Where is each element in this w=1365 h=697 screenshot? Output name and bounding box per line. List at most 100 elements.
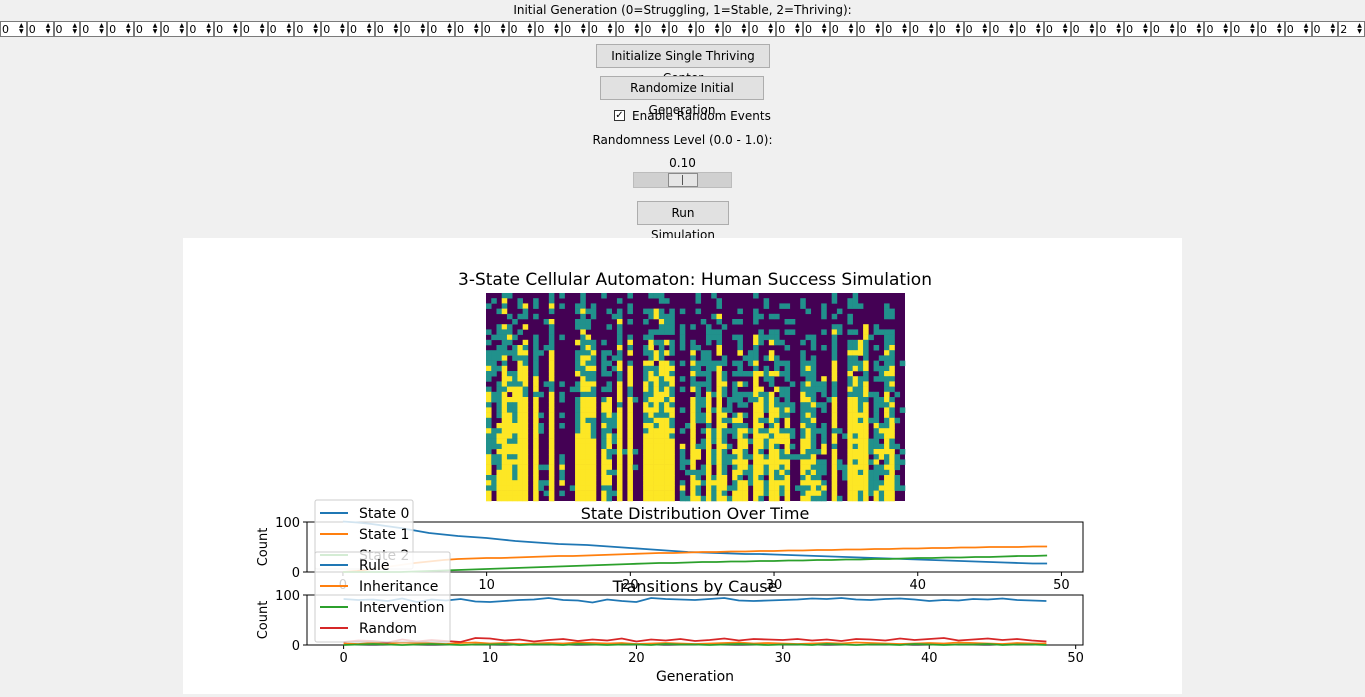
initial-cell-spinbox[interactable]: 0 ▲ ▼ [642,21,670,37]
spin-arrows-icon[interactable]: ▲ ▼ [661,22,666,35]
initial-cell-spinbox[interactable]: 0 ▲ ▼ [160,21,188,37]
spin-arrows-icon[interactable]: ▲ ▼ [1116,22,1121,35]
randomize-initial-button[interactable]: Randomize Initial Generation [600,76,764,117]
spin-arrows-icon[interactable]: ▲ ▼ [875,22,881,35]
spin-arrows-icon[interactable]: ▲ ▼ [902,22,907,35]
spin-arrows-icon[interactable]: ▲ ▼ [768,22,774,35]
spin-arrows-icon[interactable]: ▲ ▼ [72,22,78,35]
spin-arrows-icon[interactable]: ▲ ▼ [634,22,640,35]
spin-arrows-icon[interactable]: ▲ ▼ [473,22,479,35]
initial-cell-spinbox[interactable]: 0 ▲ ▼ [107,21,134,37]
spin-arrows-icon[interactable]: ▲ ▼ [688,22,693,35]
randomness-slider[interactable] [633,172,732,188]
initial-cell-spinbox[interactable]: 0 ▲ ▼ [910,21,937,37]
spin-arrows-icon[interactable]: ▲ ▼ [447,22,452,35]
initial-cell-spinbox[interactable]: 2 ▲ ▼ [1338,21,1365,37]
initial-cell-spinbox[interactable]: 0 ▲ ▼ [347,21,375,37]
initial-cell-spinbox[interactable]: 0 ▲ ▼ [187,21,215,37]
initial-cell-spinbox[interactable]: 0 ▲ ▼ [294,21,322,37]
spin-arrows-icon[interactable]: ▲ ▼ [1143,22,1148,35]
spin-arrows-icon[interactable]: ▲ ▼ [1330,22,1336,35]
spin-arrows-icon[interactable]: ▲ ▼ [928,22,934,35]
spin-arrows-icon[interactable]: ▲ ▼ [313,22,318,35]
initial-cell-spinbox[interactable]: 0 ▲ ▼ [240,21,268,37]
initial-cell-spinbox[interactable]: 0 ▲ ▼ [1043,21,1071,37]
spin-arrows-icon[interactable]: ▲ ▼ [152,22,158,35]
spin-arrows-icon[interactable]: ▲ ▼ [955,22,961,35]
initial-cell-spinbox[interactable]: 0 ▲ ▼ [267,21,295,37]
spin-arrows-icon[interactable]: ▲ ▼ [1089,22,1095,35]
initial-cell-spinbox[interactable]: 0 ▲ ▼ [722,21,750,37]
spin-arrows-icon[interactable]: ▲ ▼ [1169,22,1175,35]
spin-arrows-icon[interactable]: ▲ ▼ [340,22,345,35]
spin-arrows-icon[interactable]: ▲ ▼ [527,22,533,35]
initial-cell-spinbox[interactable]: 0 ▲ ▼ [508,21,536,37]
initial-cell-spinbox[interactable]: 0 ▲ ▼ [26,21,54,37]
spin-arrows-icon[interactable]: ▲ ▼ [848,22,854,35]
init-single-thriving-button[interactable]: Initialize Single Thriving Center [596,44,770,85]
initial-cell-spinbox[interactable]: 0 ▲ ▼ [695,21,723,37]
initial-cell-spinbox[interactable]: 0 ▲ ▼ [1124,21,1151,37]
spin-arrows-icon[interactable]: ▲ ▼ [1196,22,1202,35]
spin-arrows-icon[interactable]: ▲ ▼ [1276,22,1282,35]
initial-cell-spinbox[interactable]: 0 ▲ ▼ [1231,21,1258,37]
initial-cell-spinbox[interactable]: 0 ▲ ▼ [1204,21,1232,37]
spin-arrows-icon[interactable]: ▲ ▼ [1250,22,1255,35]
spin-arrows-icon[interactable]: ▲ ▼ [1303,22,1309,35]
initial-cell-spinbox[interactable]: 0 ▲ ▼ [1311,21,1339,37]
spin-arrows-icon[interactable]: ▲ ▼ [500,22,506,35]
spin-arrows-icon[interactable]: ▲ ▼ [795,22,800,35]
initial-cell-spinbox[interactable]: 0 ▲ ▼ [455,21,482,37]
initial-cell-spinbox[interactable]: 0 ▲ ▼ [990,21,1018,37]
initial-cell-spinbox[interactable]: 0 ▲ ▼ [1150,21,1178,37]
initial-cell-spinbox[interactable]: 0 ▲ ▼ [133,21,161,37]
initial-cell-spinbox[interactable]: 0 ▲ ▼ [428,21,456,37]
initial-cell-spinbox[interactable]: 0 ▲ ▼ [883,21,911,37]
spin-arrows-icon[interactable]: ▲ ▼ [420,22,426,35]
initial-cell-spinbox[interactable]: 0 ▲ ▼ [1070,21,1098,37]
initial-cell-spinbox[interactable]: 0 ▲ ▼ [481,21,509,37]
spin-arrows-icon[interactable]: ▲ ▼ [1357,22,1362,35]
spin-arrows-icon[interactable]: ▲ ▼ [18,22,24,35]
initial-cell-spinbox[interactable]: 0 ▲ ▼ [829,21,857,37]
spin-arrows-icon[interactable]: ▲ ▼ [1036,22,1041,35]
random-events-checkbox[interactable]: ✓ [614,110,625,121]
spin-arrows-icon[interactable]: ▲ ▼ [286,22,292,35]
initial-cell-spinbox[interactable]: 0 ▲ ▼ [749,21,777,37]
initial-cell-spinbox[interactable]: 0 ▲ ▼ [53,21,81,37]
initial-cell-spinbox[interactable]: 0 ▲ ▼ [802,21,830,37]
initial-cell-spinbox[interactable]: 0 ▲ ▼ [1257,21,1285,37]
spin-arrows-icon[interactable]: ▲ ▼ [206,22,211,35]
initial-cell-spinbox[interactable]: 0 ▲ ▼ [535,21,563,37]
spin-arrows-icon[interactable]: ▲ ▼ [126,22,131,35]
initial-cell-spinbox[interactable]: 0 ▲ ▼ [776,21,803,37]
initial-cell-spinbox[interactable]: 0 ▲ ▼ [1017,21,1044,37]
spin-arrows-icon[interactable]: ▲ ▼ [179,22,185,35]
spin-arrows-icon[interactable]: ▲ ▼ [821,22,827,35]
spin-arrows-icon[interactable]: ▲ ▼ [233,22,238,35]
initial-cell-spinbox[interactable]: 0 ▲ ▼ [936,21,964,37]
spin-arrows-icon[interactable]: ▲ ▼ [99,22,104,35]
spin-arrows-icon[interactable]: ▲ ▼ [259,22,265,35]
spin-arrows-icon[interactable]: ▲ ▼ [1223,22,1229,35]
initial-cell-spinbox[interactable]: 0 ▲ ▼ [321,21,348,37]
initial-cell-spinbox[interactable]: 0 ▲ ▼ [615,21,643,37]
initial-cell-spinbox[interactable]: 0 ▲ ▼ [562,21,589,37]
spin-arrows-icon[interactable]: ▲ ▼ [393,22,399,35]
initial-cell-spinbox[interactable]: 0 ▲ ▼ [401,21,429,37]
spin-arrows-icon[interactable]: ▲ ▼ [366,22,372,35]
spin-arrows-icon[interactable]: ▲ ▼ [581,22,586,35]
initial-cell-spinbox[interactable]: 0 ▲ ▼ [1177,21,1205,37]
initial-cell-spinbox[interactable]: 0 ▲ ▼ [1097,21,1125,37]
slider-thumb[interactable] [668,173,698,187]
initial-cell-spinbox[interactable]: 0 ▲ ▼ [963,21,991,37]
initial-cell-spinbox[interactable]: 0 ▲ ▼ [374,21,402,37]
initial-cell-spinbox[interactable]: 0 ▲ ▼ [856,21,884,37]
spin-arrows-icon[interactable]: ▲ ▼ [982,22,988,35]
initial-cell-spinbox[interactable]: 0 ▲ ▼ [1284,21,1312,37]
initial-cell-spinbox[interactable]: 0 ▲ ▼ [588,21,616,37]
spin-arrows-icon[interactable]: ▲ ▼ [1062,22,1068,35]
initial-cell-spinbox[interactable]: 0 ▲ ▼ [214,21,241,37]
initial-cell-spinbox[interactable]: 0 ▲ ▼ [669,21,696,37]
spin-arrows-icon[interactable]: ▲ ▼ [741,22,747,35]
